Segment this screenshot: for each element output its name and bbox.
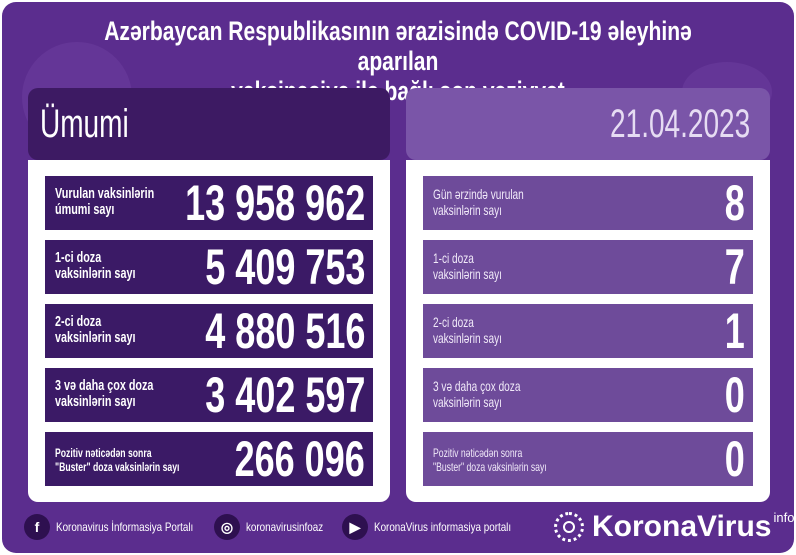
instagram-link[interactable]: ◎ koronavirusinfoaz	[214, 514, 340, 540]
total-title: Ümumi	[40, 102, 129, 146]
koronavirus-logo: KoronaVirus info	[554, 510, 794, 544]
stat-row: Pozitiv nəticədən sonra "Buster" doza va…	[45, 432, 373, 486]
facebook-link[interactable]: f Koronavirus İnformasiya Portalı	[24, 514, 223, 540]
date: 21.04.2023	[609, 102, 750, 146]
facebook-icon: f	[24, 514, 50, 540]
stat-value: 3 402 597	[204, 367, 365, 423]
stat-value: 4 880 516	[204, 303, 365, 359]
daily-panel: Gün ərzində vurulan vaksinlərin sayı 8 1-…	[406, 160, 770, 502]
stat-label: Pozitiv nəticədən sonra "Buster" doza va…	[433, 446, 547, 474]
stat-value: 7	[724, 239, 745, 295]
stat-label: 3 və daha çox doza vaksinlərin sayı	[433, 378, 521, 410]
stat-row: 1-ci doza vaksinlərin sayı 5 409 753	[45, 240, 373, 294]
stat-row: 3 və daha çox doza vaksinlərin sayı 0	[423, 368, 753, 422]
logo-name: KoronaVirus	[592, 510, 772, 543]
total-header: Ümumi	[28, 88, 390, 160]
stat-label: Pozitiv nəticədən sonra "Buster" doza va…	[55, 446, 180, 474]
stat-row: Gün ərzində vurulan vaksinlərin sayı 8	[423, 176, 753, 230]
total-panel: Vurulan vaksinlərin úmumi sayı 13 958 962…	[28, 160, 390, 502]
stat-value: 1	[724, 303, 745, 359]
stat-value: 8	[724, 175, 745, 231]
youtube-link[interactable]: ▶ KoronaVirus informasiya portalı	[342, 514, 541, 540]
stat-label: 1-ci doza vaksinlərin sayı	[55, 249, 136, 282]
stat-value: 13 958 962	[184, 175, 365, 231]
stat-row: Vurulan vaksinlərin úmumi sayı 13 958 962	[45, 176, 373, 230]
footer: f Koronavirus İnformasiya Portalı ◎ korona…	[2, 510, 794, 550]
stat-value: 0	[724, 367, 745, 423]
date-header: 21.04.2023	[406, 88, 770, 160]
stat-value: 0	[724, 431, 745, 487]
stat-row: 2-ci doza vaksinlərin sayı 4 880 516	[45, 304, 373, 358]
youtube-icon: ▶	[342, 514, 368, 540]
stat-label: 2-ci doza vaksinlərin sayı	[433, 314, 502, 346]
logo-sup: info	[773, 509, 795, 525]
title-line-1: Azərbaycan Respublikasının ərazisində CO…	[104, 16, 692, 76]
stat-label: Vurulan vaksinlərin úmumi sayı	[55, 185, 155, 218]
stat-row: 1-ci doza vaksinlərin sayı 7	[423, 240, 753, 294]
virus-logo-icon	[554, 512, 584, 542]
facebook-label: Koronavirus İnformasiya Portalı	[56, 520, 194, 534]
stat-label: 3 və daha çox doza vaksinlərin sayı	[55, 377, 154, 410]
instagram-icon: ◎	[214, 514, 240, 540]
stat-row: 2-ci doza vaksinlərin sayı 1	[423, 304, 753, 358]
stat-value: 5 409 753	[204, 239, 365, 295]
youtube-label: KoronaVirus informasiya portalı	[374, 520, 512, 534]
stat-label: Gün ərzində vurulan vaksinlərin sayı	[433, 186, 524, 218]
stat-row: 3 və daha çox doza vaksinlərin sayı 3 402…	[45, 368, 373, 422]
stat-row: Pozitiv nəticədən sonra "Buster" doza va…	[423, 432, 753, 486]
stat-value: 266 096	[234, 431, 365, 487]
instagram-label: koronavirusinfoaz	[246, 520, 324, 534]
stat-label: 2-ci doza vaksinlərin sayı	[55, 313, 136, 346]
stat-label: 1-ci doza vaksinlərin sayı	[433, 250, 502, 282]
